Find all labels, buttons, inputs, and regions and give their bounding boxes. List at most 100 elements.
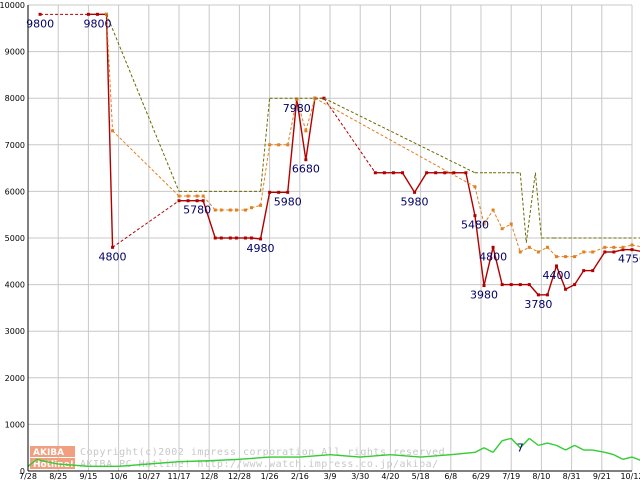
x-tick-label: 6/8 <box>444 472 457 480</box>
series-segment <box>260 98 271 192</box>
data-point <box>177 194 181 198</box>
data-point <box>286 190 290 194</box>
x-tick-label: 8/25 <box>49 472 67 480</box>
data-point <box>491 245 495 249</box>
series-segment <box>401 172 416 193</box>
data-label: 4800 <box>99 250 127 263</box>
data-point <box>234 208 238 212</box>
x-tick-label: 9/15 <box>79 472 97 480</box>
series-segment <box>323 97 476 174</box>
data-point <box>482 222 486 226</box>
data-label: 3980 <box>470 289 498 302</box>
data-label: 5980 <box>401 195 429 208</box>
data-point <box>219 236 223 240</box>
x-tick-label: 7/28 <box>19 472 37 480</box>
series-segment <box>501 223 512 230</box>
series-segment <box>474 186 485 225</box>
data-point <box>527 245 531 249</box>
series-segment <box>413 172 428 193</box>
data-point <box>228 208 232 212</box>
series-segment <box>565 283 575 290</box>
x-axis-ticks: 7/28 8/25 9/15 10/6 10/27 11/17 12/8 12/28 1/26 2… <box>19 472 640 480</box>
data-point <box>452 171 456 175</box>
x-tick-label: 8/31 <box>563 472 581 480</box>
data-point <box>259 237 263 241</box>
x-tick-label: 9/21 <box>593 472 611 480</box>
series-segment <box>483 447 494 453</box>
series-segment <box>538 246 548 253</box>
data-point <box>277 190 281 194</box>
series-segment <box>105 14 114 248</box>
data-point <box>555 255 558 259</box>
data-point <box>473 185 477 189</box>
series-segment <box>27 458 38 467</box>
data-point <box>603 245 607 249</box>
x-tick-label: 1/26 <box>261 472 279 480</box>
data-point <box>491 208 495 212</box>
series-segment <box>631 248 640 252</box>
series-segment <box>106 14 180 192</box>
series-segment <box>534 172 542 239</box>
series-3 <box>27 437 640 468</box>
series-segment <box>148 460 180 465</box>
x-tick-label: 3/9 <box>324 472 337 480</box>
y-tick-label: 6000 <box>5 187 25 196</box>
y-tick-label: 5000 <box>5 234 25 243</box>
series-segment <box>492 440 503 453</box>
x-tick-label: 6/29 <box>472 472 490 480</box>
data-point <box>249 236 253 240</box>
data-point <box>177 199 181 203</box>
data-point <box>186 199 190 203</box>
data-point <box>391 171 395 175</box>
data-point <box>304 158 308 162</box>
series-segment <box>36 458 47 463</box>
data-point <box>500 227 504 231</box>
logo-top-text: AKIBA <box>33 448 64 458</box>
data-point <box>249 206 253 210</box>
series-segment <box>299 453 331 458</box>
series-segment <box>420 453 451 458</box>
hotline-text: AKIBA PC Hotline! http://www.watch.impre… <box>80 459 439 470</box>
series-segment <box>565 444 575 451</box>
x-tick-label: 4/20 <box>381 472 399 480</box>
series-segment <box>296 99 307 160</box>
data-point <box>582 269 586 273</box>
series-segment <box>390 453 421 458</box>
series-segment <box>106 14 114 131</box>
data-point <box>228 236 232 240</box>
x-tick-label: 10/12 <box>620 472 640 480</box>
x-tick-label: 2/16 <box>291 472 309 480</box>
y-tick-label: 4000 <box>5 281 25 290</box>
series-segment <box>613 454 624 460</box>
series-segment <box>519 172 527 243</box>
data-label: 9800 <box>26 17 54 30</box>
series-segment <box>287 99 298 145</box>
x-tick-label: 12/28 <box>228 472 251 480</box>
series-segment <box>329 453 361 458</box>
series-segment <box>202 200 216 239</box>
series-segment <box>112 200 180 248</box>
data-point <box>621 248 625 252</box>
series-segment <box>492 247 503 285</box>
data-point <box>295 97 299 101</box>
series-segment <box>492 209 503 229</box>
series-segment <box>474 447 485 453</box>
data-point <box>286 143 290 147</box>
series-2 <box>106 14 640 243</box>
y-tick-label: 7000 <box>5 141 25 150</box>
data-point <box>413 190 417 194</box>
data-point <box>630 243 634 247</box>
series-segment <box>592 251 606 272</box>
y-tick-label: 2000 <box>5 374 25 383</box>
x-tick-label: 10/6 <box>110 472 128 480</box>
data-point <box>536 293 540 297</box>
series-segment <box>528 284 539 296</box>
data-point <box>603 250 607 254</box>
data-point <box>591 269 595 273</box>
data-point <box>509 222 513 226</box>
data-point <box>509 283 513 287</box>
data-point <box>195 194 199 198</box>
data-point <box>277 143 281 147</box>
axes <box>27 5 632 472</box>
